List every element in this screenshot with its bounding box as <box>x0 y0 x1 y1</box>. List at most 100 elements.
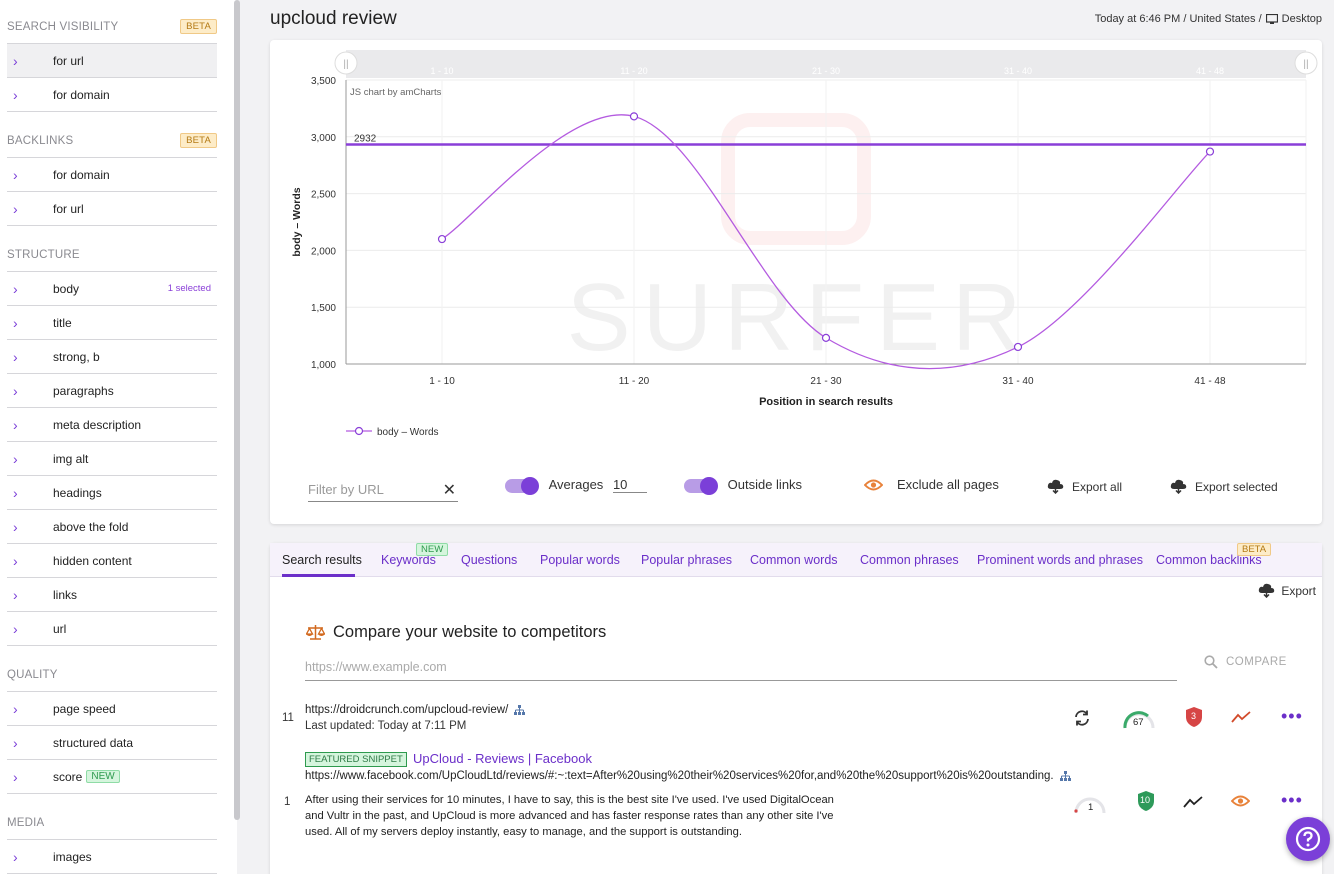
sidebar-item[interactable]: › images <box>7 840 217 874</box>
sidebar-section-header: STRUCTURE <box>7 238 217 272</box>
exclude-label: Exclude all pages <box>897 477 999 492</box>
result-title-link[interactable]: UpCloud - Reviews | Facebook <box>413 751 592 766</box>
data-point <box>629 112 639 121</box>
export-all-button[interactable]: Export all <box>1047 479 1122 494</box>
sidebar-item[interactable]: › meta description <box>7 408 217 442</box>
sitemap-icon[interactable] <box>1059 771 1071 781</box>
tab-common-backlinks[interactable]: Common backlinks <box>1156 553 1262 567</box>
export-button[interactable]: Export <box>1258 583 1316 598</box>
x-axis-title: Position in search results <box>759 396 893 408</box>
tab-bar: Search results Keywords NEW Questions Po… <box>270 543 1322 577</box>
sidebar-section-header: SEARCH VISIBILITY BETA <box>7 10 217 44</box>
question-icon <box>1295 826 1321 852</box>
data-point <box>1013 342 1023 352</box>
sidebar-section: STRUCTURE › body 1 selected › title › strong, b… <box>7 238 217 646</box>
shield-badge[interactable]: 10 <box>1137 790 1155 812</box>
tab-questions[interactable]: Questions <box>461 553 518 567</box>
sidebar-item[interactable]: › links <box>7 578 217 612</box>
result-updated: Last updated: Today at 7:11 PM <box>305 720 467 732</box>
averages-input[interactable]: 10 <box>612 477 647 493</box>
scrollbar-category-label: 41 - 48 <box>1196 66 1224 76</box>
result-url[interactable]: https://www.facebook.com/UpCloudLtd/revi… <box>305 770 1054 782</box>
sidebar-item-label: headings <box>53 485 102 500</box>
sidebar-item[interactable]: › for url <box>7 192 217 226</box>
sidebar-item[interactable]: › paragraphs <box>7 374 217 408</box>
sidebar-item-label: structured data <box>53 735 134 750</box>
averages-toggle[interactable] <box>505 476 539 495</box>
cloud-download-icon <box>1170 479 1187 494</box>
export-selected-label: Export selected <box>1195 479 1278 494</box>
sidebar-item[interactable]: › url <box>7 612 217 646</box>
sidebar-item-label: for url <box>53 201 84 216</box>
result-url[interactable]: https://droidcrunch.com/upcloud-review/ <box>305 704 509 716</box>
y-tick-label: 3,000 <box>311 133 336 144</box>
tab-prominent-words[interactable]: Prominent words and phrases <box>977 553 1144 567</box>
clear-filter-icon[interactable]: ✕ <box>442 482 456 499</box>
refresh-icon[interactable] <box>1073 709 1091 727</box>
sidebar-section-header: MEDIA <box>7 806 217 840</box>
sidebar-item[interactable]: › above the fold <box>7 510 217 544</box>
sidebar-item[interactable]: › headings <box>7 476 217 510</box>
more-options-icon[interactable]: ••• <box>1281 706 1303 726</box>
tab-search-results[interactable]: Search results <box>282 553 362 567</box>
sidebar-item[interactable]: › structured data <box>7 726 217 760</box>
averages-control: Averages 10 <box>505 476 647 495</box>
shield-badge[interactable]: 3 <box>1185 706 1203 728</box>
compare-label: COMPARE <box>1226 656 1287 668</box>
help-button[interactable] <box>1286 817 1330 861</box>
sidebar-item[interactable]: › for url <box>7 44 217 78</box>
compare-button[interactable]: COMPARE <box>1204 655 1287 669</box>
compare-title: Compare your website to competitors <box>333 623 607 641</box>
x-tick-label: 1 - 10 <box>429 376 455 387</box>
content-score: 67 <box>1133 717 1144 728</box>
outside-links-toggle[interactable] <box>684 476 718 495</box>
chevron-right-icon: › <box>13 620 18 637</box>
tab-keywords[interactable]: Keywords <box>381 553 436 567</box>
scales-icon <box>306 625 325 640</box>
chevron-right-icon: › <box>13 484 18 501</box>
sitemap-icon[interactable] <box>514 705 526 715</box>
content-score-gauge[interactable]: 67 <box>1122 706 1156 730</box>
filter-url-input[interactable] <box>308 478 438 497</box>
result-url-link[interactable]: https://droidcrunch.com/upcloud-review/ <box>305 704 526 716</box>
sidebar-item[interactable]: › score NEW <box>7 760 217 794</box>
exclude-all-button[interactable]: Exclude all pages <box>864 477 999 492</box>
sidebar-scrollbar[interactable] <box>234 0 240 820</box>
beta-badge: BETA <box>180 133 217 148</box>
content-score-gauge[interactable]: 1 <box>1073 791 1107 815</box>
eye-icon[interactable] <box>1231 795 1250 807</box>
sidebar-item[interactable]: › page speed <box>7 692 217 726</box>
result-url-link[interactable]: https://www.facebook.com/UpCloudLtd/revi… <box>305 770 1071 782</box>
sidebar-item-label: strong, b <box>53 349 100 364</box>
keywords-new-badge: NEW <box>416 543 449 556</box>
device-label: Desktop <box>1281 13 1322 25</box>
sidebar-item[interactable]: › title <box>7 306 217 340</box>
data-point <box>821 333 831 342</box>
chevron-right-icon: › <box>13 280 18 297</box>
shield-count: 3 <box>1191 711 1197 721</box>
tab-common-phrases[interactable]: Common phrases <box>860 553 959 567</box>
filter-url-field[interactable]: ✕ <box>308 478 458 502</box>
sidebar-item[interactable]: › img alt <box>7 442 217 476</box>
tab-popular-phrases[interactable]: Popular phrases <box>641 553 733 567</box>
export-selected-button[interactable]: Export selected <box>1170 479 1278 494</box>
sidebar-item[interactable]: › body 1 selected <box>7 272 217 306</box>
sidebar-item[interactable]: › for domain <box>7 78 217 112</box>
sidebar-item[interactable]: › for domain <box>7 158 217 192</box>
export-all-label: Export all <box>1072 479 1123 494</box>
tab-common-words[interactable]: Common words <box>750 553 838 567</box>
trend-icon[interactable] <box>1183 795 1203 809</box>
chevron-right-icon: › <box>13 450 18 467</box>
scrollbar-grip <box>1294 51 1318 75</box>
section-title: SEARCH VISIBILITY <box>7 20 119 33</box>
sidebar-item[interactable]: › hidden content <box>7 544 217 578</box>
tab-popular-words[interactable]: Popular words <box>540 553 620 567</box>
trend-icon[interactable] <box>1231 710 1251 724</box>
chevron-right-icon: › <box>13 382 18 399</box>
x-tick-label: 31 - 40 <box>1002 376 1034 387</box>
sidebar-item[interactable]: › strong, b <box>7 340 217 374</box>
compare-url-input[interactable] <box>305 657 1165 674</box>
sidebar-item-label: images <box>53 849 92 864</box>
compare-url-field[interactable] <box>305 657 1177 681</box>
more-options-icon[interactable]: ••• <box>1281 790 1303 810</box>
